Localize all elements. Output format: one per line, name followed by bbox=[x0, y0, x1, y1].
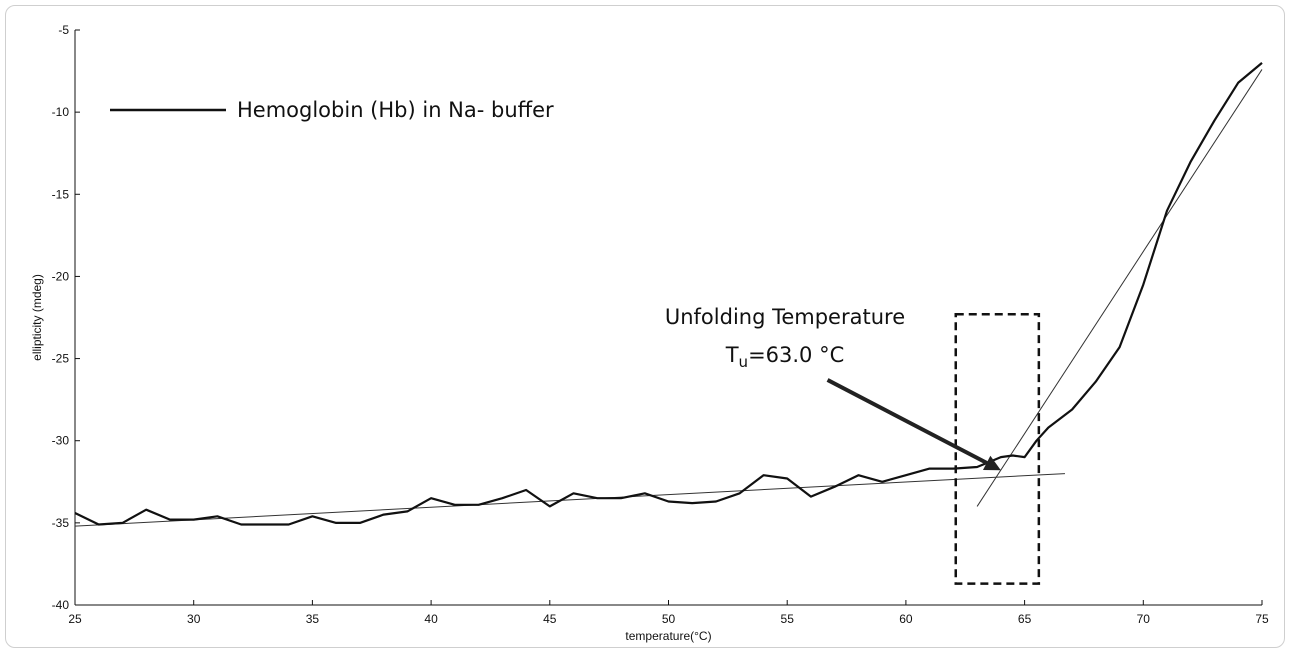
x-tick-label: 65 bbox=[1018, 612, 1032, 626]
y-tick-label: -10 bbox=[52, 105, 70, 119]
y-tick-label: -25 bbox=[52, 352, 70, 366]
y-ticks: -5 -10 -15 -20 -25 -30 -35 -40 bbox=[52, 23, 80, 612]
x-tick-label: 30 bbox=[187, 612, 201, 626]
fit-lines bbox=[74, 69, 1263, 527]
annotation-arrow bbox=[826, 378, 988, 465]
x-tick-label: 25 bbox=[68, 612, 82, 626]
annotation-title: Unfolding Temperature bbox=[665, 305, 905, 329]
x-tick-label: 70 bbox=[1137, 612, 1151, 626]
x-tick-label: 60 bbox=[899, 612, 913, 626]
annotation-subscript: u bbox=[739, 353, 749, 371]
series-line bbox=[74, 62, 1263, 526]
annotation-rest: =63.0 °C bbox=[748, 343, 844, 367]
chart-frame bbox=[5, 5, 1285, 648]
fit-line bbox=[74, 473, 1065, 527]
x-ticks: 25 30 35 40 45 50 55 60 65 70 75 bbox=[68, 600, 1269, 626]
x-tick-label: 40 bbox=[424, 612, 438, 626]
y-tick-label: -35 bbox=[52, 516, 70, 530]
y-tick-label: -30 bbox=[52, 434, 70, 448]
y-tick-label: -40 bbox=[52, 598, 70, 612]
x-tick-label: 35 bbox=[306, 612, 320, 626]
series-group bbox=[74, 62, 1263, 526]
legend-label: Hemoglobin (Hb) in Na- buffer bbox=[237, 98, 554, 122]
annotation-arrowhead bbox=[982, 455, 1001, 471]
y-tick-label: -5 bbox=[58, 23, 69, 37]
annotation-t: T bbox=[725, 343, 739, 367]
y-tick-label: -15 bbox=[52, 187, 70, 201]
x-tick-label: 75 bbox=[1255, 612, 1269, 626]
annotation: Unfolding Temperature Tu=63.0 °C bbox=[665, 305, 1041, 585]
fit-line bbox=[976, 69, 1263, 507]
x-tick-label: 50 bbox=[662, 612, 676, 626]
annotation-value: Tu=63.0 °C bbox=[725, 343, 845, 371]
x-tick-label: 45 bbox=[543, 612, 557, 626]
x-tick-label: 55 bbox=[781, 612, 795, 626]
y-tick-label: -20 bbox=[52, 269, 70, 283]
y-axis-label: ellipticity (mdeg) bbox=[30, 274, 44, 361]
legend: Hemoglobin (Hb) in Na- buffer bbox=[110, 98, 554, 122]
unfolding-box bbox=[954, 312, 1041, 585]
x-axis-label: temperature(°C) bbox=[625, 629, 711, 643]
